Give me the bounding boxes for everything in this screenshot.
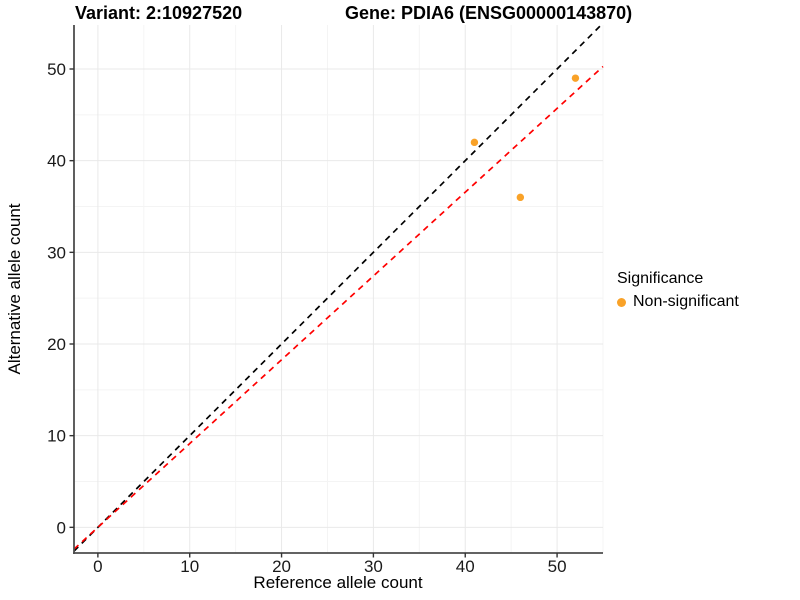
x-tick-label: 10 — [180, 557, 199, 576]
data-point — [516, 193, 525, 202]
y-tick-label: 0 — [57, 518, 66, 537]
y-tick-label: 20 — [47, 335, 66, 354]
variant-title: Variant: 2:10927520 — [75, 3, 243, 23]
legend-point-icon — [617, 297, 626, 307]
x-tick-label: 30 — [364, 557, 383, 576]
y-tick-label: 10 — [47, 427, 66, 446]
identity-line — [73, 24, 602, 552]
x-tick-label: 0 — [93, 557, 102, 576]
x-tick-label: 50 — [548, 557, 567, 576]
y-tick-label: 50 — [47, 60, 66, 79]
legend-title: Significance — [617, 270, 704, 287]
legend-item-label: Non-significant — [633, 293, 739, 310]
legend: Significance Non-significant — [617, 270, 739, 311]
y-tick-label: 40 — [47, 152, 66, 171]
data-point — [470, 138, 479, 147]
y-tick-label: 30 — [47, 243, 66, 262]
legend-item-non-significant: Non-significant — [617, 293, 739, 311]
ratio-line — [73, 65, 604, 550]
gene-title: Gene: PDIA6 (ENSG00000143870) — [345, 3, 633, 23]
y-axis-title: Alternative allele count — [5, 203, 24, 375]
data-point — [571, 74, 580, 82]
x-axis-title: Reference allele count — [253, 573, 423, 592]
x-tick-label: 20 — [272, 557, 291, 576]
x-tick-label: 40 — [456, 557, 475, 576]
